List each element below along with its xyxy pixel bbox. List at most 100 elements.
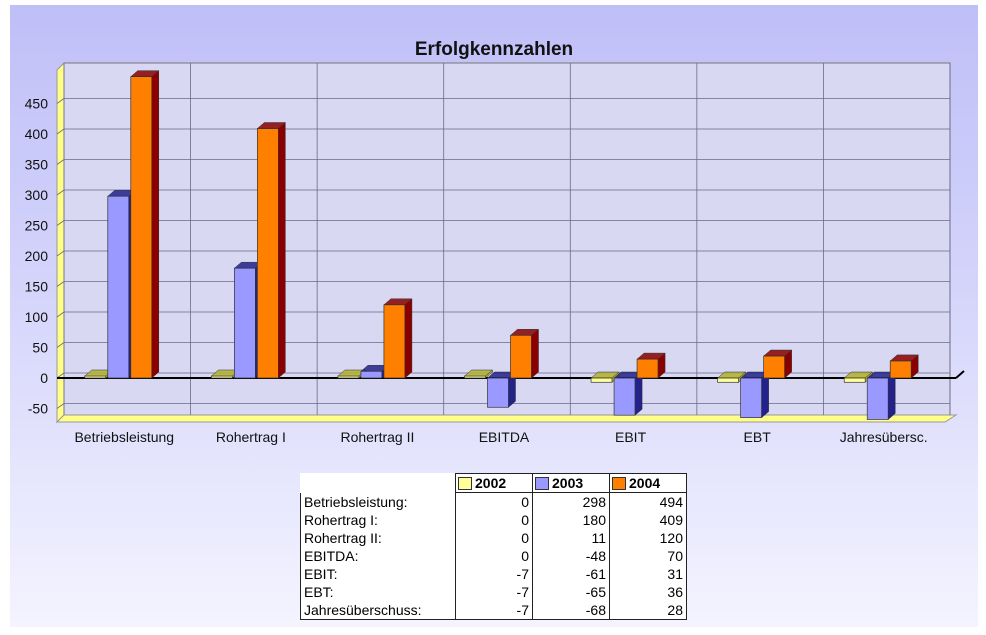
table-row: EBITDA: 0 -48 70 xyxy=(300,547,687,565)
bar-2003 xyxy=(234,267,256,379)
y-tick-label: 150 xyxy=(25,279,49,295)
y-tick-label: 200 xyxy=(25,248,49,264)
x-tick-label: Rohertrag II xyxy=(340,429,414,445)
bar-2002 xyxy=(211,375,233,379)
data-table: 2002 2003 2004 Betriebsleistung: 0 298 4… xyxy=(300,473,687,620)
cell-value: 120 xyxy=(609,529,687,547)
bar-2002 xyxy=(337,375,360,379)
table-header-2003: 2003 xyxy=(532,473,610,493)
bar-side-2003 xyxy=(634,371,643,416)
bar-2004 xyxy=(383,304,406,379)
bar-side-2004 xyxy=(278,121,286,379)
bar-side-2004 xyxy=(657,352,666,379)
cell-value: 298 xyxy=(532,492,610,511)
bar-side-2002 xyxy=(485,369,493,379)
row-label: Rohertrag II: xyxy=(300,529,456,547)
bar-2004 xyxy=(763,355,785,379)
zero-baseline-depth xyxy=(955,370,965,379)
table-row: Jahresüberschuss: -7 -68 28 xyxy=(300,601,687,620)
bar-2004 xyxy=(889,360,912,379)
cell-value: 70 xyxy=(609,547,687,565)
bar-2003 xyxy=(487,377,509,408)
cell-value: -61 xyxy=(532,565,610,583)
y-tick-label: 350 xyxy=(25,157,49,173)
gridline-wall xyxy=(56,281,65,287)
cell-value: 494 xyxy=(609,492,687,511)
cell-value: 36 xyxy=(609,583,687,601)
table-row: EBT: -7 -65 36 xyxy=(300,583,687,601)
x-tick-label: EBT xyxy=(744,429,772,445)
cell-value: 31 xyxy=(609,565,687,583)
gridline-wall xyxy=(56,220,65,226)
x-tick-label: Jahresübersc. xyxy=(840,429,928,445)
plot-floor xyxy=(55,414,958,423)
bar-2003 xyxy=(613,377,636,416)
y-tick-label: 100 xyxy=(25,309,49,325)
bar-chart: -50 0 50 100 150 200 250 300 350 400 450 Betriebsle… xyxy=(25,61,965,445)
cell-value: 409 xyxy=(609,511,687,529)
cell-value: -48 xyxy=(532,547,610,565)
x-tick-label: EBITDA xyxy=(479,429,530,445)
chart-title: Erfolgkennzahlen xyxy=(414,39,574,60)
bar-2003 xyxy=(866,377,889,420)
x-tick-label: Betriebsleistung xyxy=(74,429,174,445)
table-row: Betriebsleistung: 0 298 494 xyxy=(300,492,687,511)
gridline-wall xyxy=(56,342,65,348)
row-label: EBITDA: xyxy=(300,547,456,565)
cell-value: -7 xyxy=(455,601,533,620)
bar-side-2004 xyxy=(531,328,539,379)
gridline-wall xyxy=(56,250,65,257)
y-tick-label: 50 xyxy=(32,340,48,356)
cell-value: 0 xyxy=(455,511,533,529)
y-tick-label: 400 xyxy=(25,126,49,142)
bar-2003 xyxy=(740,377,762,419)
gridline-wall xyxy=(56,189,65,196)
table-header-label: 2003 xyxy=(552,475,584,491)
chart-panel: -50 0 50 100 150 200 250 300 350 400 450 Betriebsle… xyxy=(10,5,978,627)
y-tick-label: 250 xyxy=(25,218,49,234)
bar-side-2004 xyxy=(151,70,160,379)
gridline-wall xyxy=(56,403,65,409)
cell-value: 0 xyxy=(455,547,533,565)
cell-value: 0 xyxy=(455,529,533,547)
y-tick-label: 450 xyxy=(25,96,49,112)
cell-value: 180 xyxy=(532,511,610,529)
row-label: Rohertrag I: xyxy=(300,511,456,529)
gridline-wall xyxy=(56,128,65,135)
gridline-wall xyxy=(56,311,65,318)
bar-2002 xyxy=(84,375,107,379)
table-header-label: 2002 xyxy=(475,475,507,491)
gridline-wall xyxy=(56,98,65,104)
bar-2004 xyxy=(510,334,532,379)
y-tick-label: 0 xyxy=(40,370,48,386)
cell-value: 28 xyxy=(609,601,687,620)
bar-2004 xyxy=(130,76,153,379)
table-header-2002: 2002 xyxy=(455,473,533,493)
cell-value: -65 xyxy=(532,583,610,601)
bar-2003 xyxy=(360,370,383,379)
bar-2002 xyxy=(464,375,486,379)
bar-2003 xyxy=(107,195,130,379)
cell-value: -7 xyxy=(455,583,533,601)
bar-2002 xyxy=(843,377,866,383)
x-tick-label: EBIT xyxy=(615,429,647,445)
table-row: Rohertrag I: 0 180 409 xyxy=(300,511,687,529)
bar-side-2003 xyxy=(761,371,769,419)
plot-back-wall xyxy=(63,62,951,416)
table-header-row: 2002 2003 2004 xyxy=(301,473,687,493)
table-row: Rohertrag II: 0 11 120 xyxy=(300,529,687,547)
row-label: Betriebsleistung: xyxy=(300,492,456,511)
cell-value: 11 xyxy=(532,529,610,547)
y-tick-label: -50 xyxy=(28,401,48,417)
cell-value: 0 xyxy=(455,492,533,511)
x-tick-label: Rohertrag I xyxy=(216,429,286,445)
legend-swatch-2003 xyxy=(535,476,549,490)
bar-2002 xyxy=(717,377,739,383)
row-label: EBIT: xyxy=(300,565,456,583)
bar-2002 xyxy=(590,377,613,383)
bar-side-2004 xyxy=(910,354,919,379)
bar-2004 xyxy=(257,128,279,379)
cell-value: -7 xyxy=(455,565,533,583)
table-row: EBIT: -7 -61 31 xyxy=(300,565,687,583)
cell-value: -68 xyxy=(532,601,610,620)
